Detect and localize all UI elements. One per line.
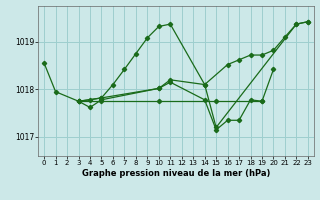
X-axis label: Graphe pression niveau de la mer (hPa): Graphe pression niveau de la mer (hPa) xyxy=(82,169,270,178)
